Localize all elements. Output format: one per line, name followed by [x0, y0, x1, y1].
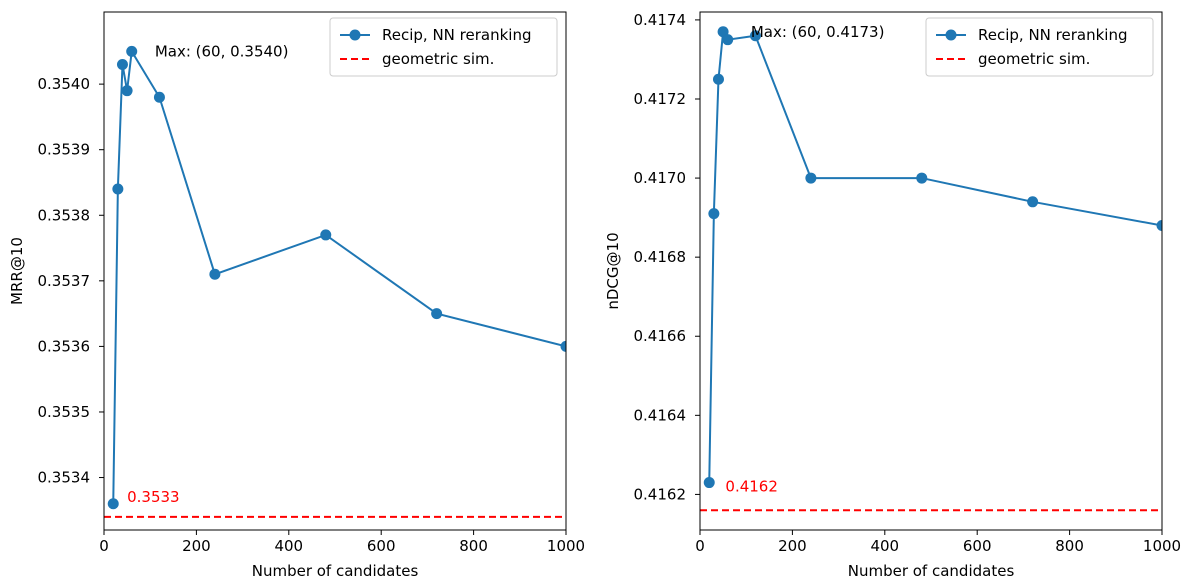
legend-marker [945, 29, 957, 41]
data-point [560, 340, 566, 352]
axes-frame [699, 11, 1163, 531]
data-point [916, 172, 928, 184]
y-tick-label: 0.3534 [38, 469, 91, 487]
y-tick-label: 0.3538 [38, 206, 91, 224]
legend-label: geometric sim. [382, 50, 494, 68]
series-line [112, 48, 566, 504]
legend-label: Recip, NN reranking [382, 26, 531, 44]
data-point [703, 477, 715, 489]
annotation: 0.4162 [725, 478, 778, 496]
x-tick-label: 0 [695, 537, 705, 555]
y-tick-label: 0.3537 [38, 272, 91, 290]
data-point [722, 34, 734, 46]
legend-box [925, 17, 1154, 77]
data-point [320, 229, 332, 241]
y-tick-label: 0.4162 [634, 485, 687, 503]
x-tick-label: 1000 [1143, 537, 1181, 555]
data-point [121, 85, 133, 97]
x-tick-label: 800 [459, 537, 488, 555]
annotation: Max: (60, 0.3540) [155, 42, 289, 60]
legend: Recip, NN reranking geometric sim. [925, 17, 1154, 77]
x-tick-label: 400 [274, 537, 303, 555]
data-point [805, 172, 817, 184]
x-tick-label: 0 [99, 537, 109, 555]
data-point [153, 91, 165, 103]
data-point [107, 498, 119, 510]
x-tick-label: 800 [1055, 537, 1084, 555]
x-tick-label: 200 [778, 537, 807, 555]
y-axis-label: MRR@10 [8, 237, 26, 305]
x-tick-label: 200 [182, 537, 211, 555]
data-point [126, 45, 138, 57]
x-tick-label: 600 [963, 537, 992, 555]
data-point [1027, 196, 1039, 208]
plot-area [104, 45, 566, 518]
legend-box [329, 17, 558, 77]
data-point [712, 73, 724, 85]
data-point [1156, 220, 1162, 232]
chart-panel-1: 0 200 400 600 800 1000 0.3534 0.3535 0.3536 0.353… [8, 11, 585, 580]
annotation: 0.3533 [127, 488, 180, 506]
annotation: Max: (60, 0.4173) [751, 23, 885, 41]
x-tick-label: 1000 [547, 537, 585, 555]
y-tick-label: 0.4164 [634, 406, 687, 424]
y-tick-label: 0.3539 [38, 141, 91, 159]
legend-marker [349, 29, 361, 41]
y-tick-label: 0.4172 [634, 90, 687, 108]
data-point [431, 308, 443, 320]
x-axis-label: Number of candidates [252, 562, 419, 580]
y-tick-label: 0.3536 [38, 337, 91, 355]
data-point [708, 208, 720, 220]
plot-area [700, 26, 1162, 512]
y-tick-label: 0.4174 [634, 11, 687, 29]
data-point [209, 268, 221, 280]
axes-frame [103, 11, 567, 531]
chart-panel-2: 0 200 400 600 800 1000 0.4162 0.4164 0.4166 0.416… [604, 11, 1181, 580]
legend: Recip, NN reranking geometric sim. [329, 17, 558, 77]
legend-label: geometric sim. [978, 50, 1090, 68]
x-axis-label: Number of candidates [848, 562, 1015, 580]
legend-label: Recip, NN reranking [978, 26, 1127, 44]
y-axis-label: nDCG@10 [604, 232, 622, 309]
y-tick-label: 0.4166 [634, 327, 687, 345]
y-tick-label: 0.4168 [634, 248, 687, 266]
data-point [112, 183, 124, 195]
series-line [708, 28, 1162, 483]
y-tick-label: 0.3540 [38, 75, 91, 93]
y-tick-label: 0.3535 [38, 403, 91, 421]
data-point [116, 58, 128, 70]
y-tick-label: 0.4170 [634, 169, 687, 187]
x-tick-label: 400 [870, 537, 899, 555]
data-point [749, 30, 761, 42]
x-tick-label: 600 [367, 537, 396, 555]
